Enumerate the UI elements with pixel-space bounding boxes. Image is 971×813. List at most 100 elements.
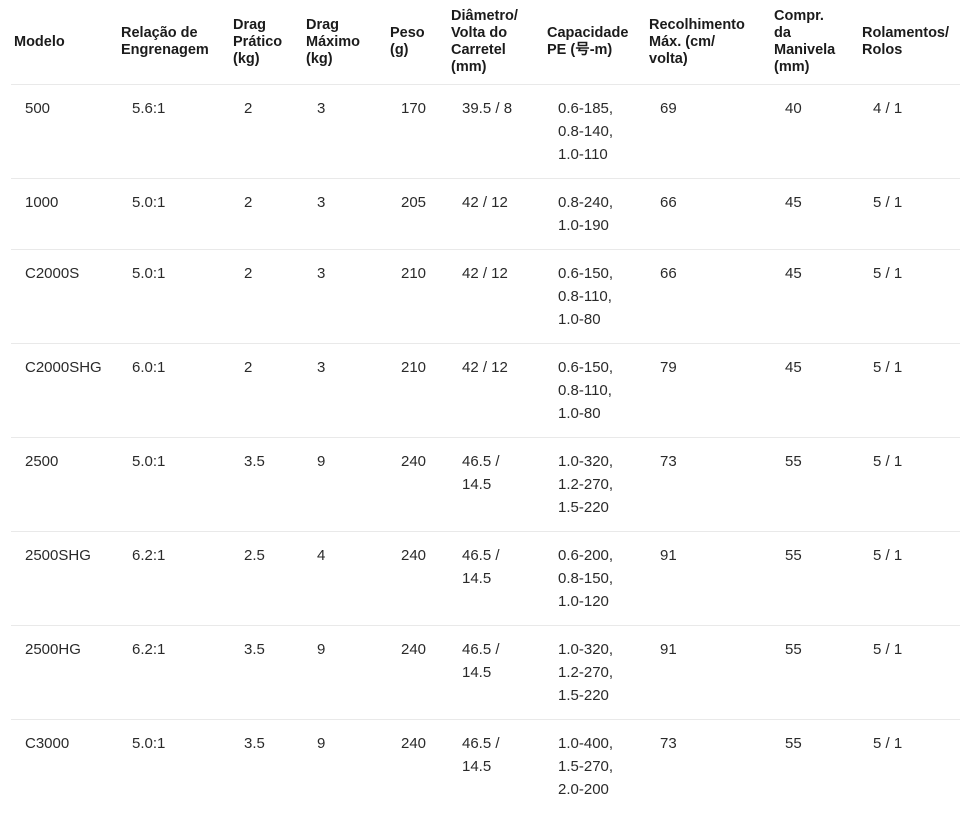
cell-rolamentos-rolos: 4 / 1 xyxy=(859,85,960,179)
cell-peso: 210 xyxy=(387,250,448,344)
cell-rolamentos-rolos: 5 / 1 xyxy=(859,344,960,438)
cell-compr-manivela: 55 xyxy=(771,626,859,720)
cell-relacao-engrenagem: 6.2:1 xyxy=(118,626,230,720)
cell-drag-pratico: 3.5 xyxy=(230,626,303,720)
cell-rolamentos-rolos: 5 / 1 xyxy=(859,179,960,250)
cell-drag-pratico: 2 xyxy=(230,179,303,250)
cell-compr-manivela: 55 xyxy=(771,532,859,626)
cell-modelo: C3000 xyxy=(11,720,118,813)
cell-drag-maximo: 4 xyxy=(303,532,387,626)
cell-relacao-engrenagem: 6.2:1 xyxy=(118,532,230,626)
cell-capacidade-pe: 1.0-400, 1.5-270, 2.0-200 xyxy=(544,720,646,813)
column-header-modelo: Modelo xyxy=(11,0,118,85)
cell-drag-maximo: 3 xyxy=(303,344,387,438)
cell-diametro-volta-carretel: 46.5 / 14.5 xyxy=(448,626,544,720)
cell-modelo: C2000SHG xyxy=(11,344,118,438)
cell-drag-maximo: 9 xyxy=(303,438,387,532)
cell-modelo: 2500HG xyxy=(11,626,118,720)
cell-peso: 205 xyxy=(387,179,448,250)
column-header-drag-maximo: Drag Máximo (kg) xyxy=(303,0,387,85)
cell-relacao-engrenagem: 5.0:1 xyxy=(118,179,230,250)
cell-peso: 240 xyxy=(387,438,448,532)
cell-compr-manivela: 55 xyxy=(771,438,859,532)
cell-diametro-volta-carretel: 46.5 / 14.5 xyxy=(448,532,544,626)
cell-rolamentos-rolos: 5 / 1 xyxy=(859,532,960,626)
cell-drag-maximo: 9 xyxy=(303,626,387,720)
cell-drag-maximo: 3 xyxy=(303,250,387,344)
cell-diametro-volta-carretel: 46.5 / 14.5 xyxy=(448,720,544,813)
column-header-peso: Peso (g) xyxy=(387,0,448,85)
cell-capacidade-pe: 1.0-320, 1.2-270, 1.5-220 xyxy=(544,438,646,532)
cell-recolhimento-max: 91 xyxy=(646,532,771,626)
cell-capacidade-pe: 0.6-200, 0.8-150, 1.0-120 xyxy=(544,532,646,626)
cell-drag-pratico: 3.5 xyxy=(230,720,303,813)
cell-diametro-volta-carretel: 42 / 12 xyxy=(448,250,544,344)
cell-capacidade-pe: 0.8-240, 1.0-190 xyxy=(544,179,646,250)
cell-modelo: C2000S xyxy=(11,250,118,344)
column-header-recolhimento-max: Recolhimento Máx. (cm/ volta) xyxy=(646,0,771,85)
cell-drag-pratico: 2 xyxy=(230,85,303,179)
cell-relacao-engrenagem: 6.0:1 xyxy=(118,344,230,438)
cell-recolhimento-max: 73 xyxy=(646,438,771,532)
cell-compr-manivela: 45 xyxy=(771,344,859,438)
cell-compr-manivela: 45 xyxy=(771,179,859,250)
cell-capacidade-pe: 0.6-150, 0.8-110, 1.0-80 xyxy=(544,344,646,438)
cell-drag-pratico: 2.5 xyxy=(230,532,303,626)
cell-modelo: 1000 xyxy=(11,179,118,250)
cell-modelo: 2500 xyxy=(11,438,118,532)
cell-diametro-volta-carretel: 46.5 / 14.5 xyxy=(448,438,544,532)
column-header-compr-manivela: Compr. da Manivela (mm) xyxy=(771,0,859,85)
cell-drag-pratico: 2 xyxy=(230,344,303,438)
cell-drag-maximo: 3 xyxy=(303,179,387,250)
cell-drag-pratico: 3.5 xyxy=(230,438,303,532)
cell-peso: 170 xyxy=(387,85,448,179)
cell-relacao-engrenagem: 5.0:1 xyxy=(118,720,230,813)
column-header-rolamentos-rolos: Rolamentos/ Rolos xyxy=(859,0,960,85)
cell-peso: 240 xyxy=(387,626,448,720)
cell-recolhimento-max: 66 xyxy=(646,250,771,344)
cell-compr-manivela: 40 xyxy=(771,85,859,179)
cell-rolamentos-rolos: 5 / 1 xyxy=(859,438,960,532)
cell-recolhimento-max: 91 xyxy=(646,626,771,720)
cell-recolhimento-max: 66 xyxy=(646,179,771,250)
cell-recolhimento-max: 73 xyxy=(646,720,771,813)
cell-compr-manivela: 45 xyxy=(771,250,859,344)
cell-capacidade-pe: 0.6-150, 0.8-110, 1.0-80 xyxy=(544,250,646,344)
cell-compr-manivela: 55 xyxy=(771,720,859,813)
cell-modelo: 500 xyxy=(11,85,118,179)
cell-peso: 210 xyxy=(387,344,448,438)
cell-relacao-engrenagem: 5.0:1 xyxy=(118,250,230,344)
cell-rolamentos-rolos: 5 / 1 xyxy=(859,250,960,344)
cell-drag-maximo: 3 xyxy=(303,85,387,179)
column-header-diametro-volta-carretel: Diâmetro/ Volta do Carretel (mm) xyxy=(448,0,544,85)
cell-peso: 240 xyxy=(387,720,448,813)
cell-diametro-volta-carretel: 42 / 12 xyxy=(448,344,544,438)
cell-diametro-volta-carretel: 39.5 / 8 xyxy=(448,85,544,179)
cell-modelo: 2500SHG xyxy=(11,532,118,626)
cell-rolamentos-rolos: 5 / 1 xyxy=(859,720,960,813)
column-header-capacidade-pe: Capacidade PE (号-m) xyxy=(544,0,646,85)
cell-capacidade-pe: 1.0-320, 1.2-270, 1.5-220 xyxy=(544,626,646,720)
cell-drag-maximo: 9 xyxy=(303,720,387,813)
cell-capacidade-pe: 0.6-185, 0.8-140, 1.0-110 xyxy=(544,85,646,179)
cell-diametro-volta-carretel: 42 / 12 xyxy=(448,179,544,250)
column-header-relacao-engrenagem: Relação de Engrenagem xyxy=(118,0,230,85)
column-header-drag-pratico: Drag Prático (kg) xyxy=(230,0,303,85)
cell-drag-pratico: 2 xyxy=(230,250,303,344)
cell-relacao-engrenagem: 5.6:1 xyxy=(118,85,230,179)
cell-rolamentos-rolos: 5 / 1 xyxy=(859,626,960,720)
cell-relacao-engrenagem: 5.0:1 xyxy=(118,438,230,532)
